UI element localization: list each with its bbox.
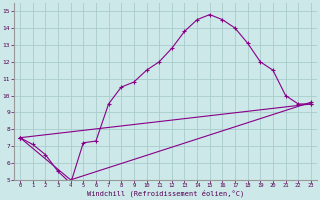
X-axis label: Windchill (Refroidissement éolien,°C): Windchill (Refroidissement éolien,°C) bbox=[87, 190, 244, 197]
